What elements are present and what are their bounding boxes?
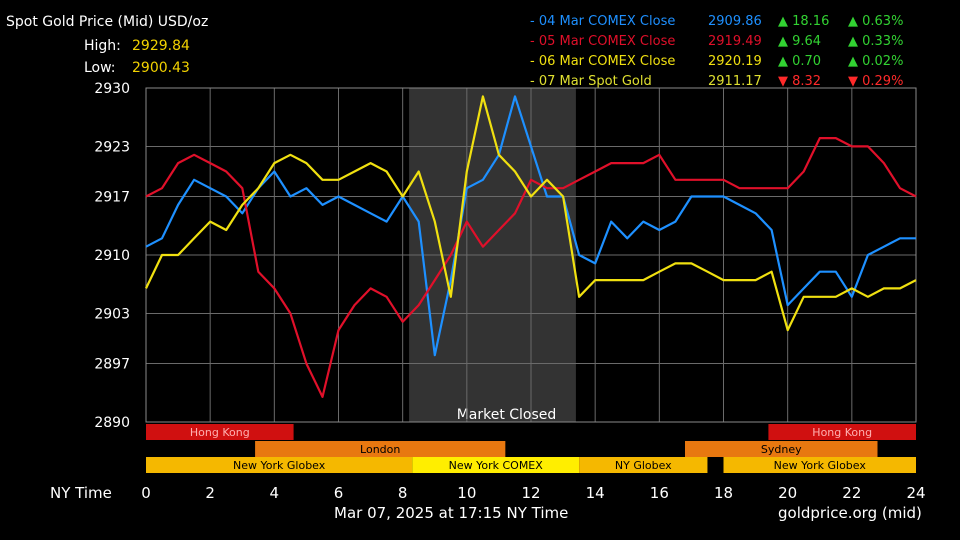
session-bar [412,457,580,473]
y-tick-label: 2897 [94,357,130,373]
legend-series-name: - 05 Mar COMEX Close [530,34,676,49]
x-axis-label: NY Time [50,484,112,502]
series-line [145,95,917,332]
session-label: Sydney [761,443,802,456]
x-tick-label: 2 [205,484,215,502]
y-tick-label: 2890 [94,415,130,431]
legend-price: 2919.49 [708,34,762,49]
legend-row: - 04 Mar COMEX Close 2909.86 ▲ 18.16 ▲ 0.63… [530,13,950,31]
session-bar [255,441,506,457]
series-line [145,95,916,357]
x-tick-label: 10 [457,484,476,502]
session-label: New York Globex [233,459,326,472]
y-tick-label: 2923 [94,139,130,155]
source-label: goldprice.org (mid) [778,504,922,522]
legend-change: ▲ 0.70 [778,54,822,69]
legend-series-name: - 07 Mar Spot Gold [530,74,652,89]
x-tick-label: 0 [141,484,151,502]
x-tick-label: 24 [906,484,925,502]
x-tick-label: 4 [270,484,280,502]
market-closed-label: Market Closed [457,407,557,423]
legend-series-name: - 06 Mar COMEX Close [530,54,676,69]
y-tick-label: 2930 [94,81,130,97]
high-value: 2929.84 [132,38,190,54]
high-label: High: [84,38,121,54]
legend-change: ▲ 18.16 [778,14,830,29]
legend-series-name: - 04 Mar COMEX Close [530,14,676,29]
session-bar [685,441,878,457]
low-value: 2900.43 [132,60,190,76]
x-tick-label: 22 [842,484,861,502]
session-label: Hong Kong [812,426,872,439]
session-bar [146,424,294,440]
x-tick-label: 8 [398,484,408,502]
plot-frame [145,87,917,423]
series-line [145,137,917,398]
y-tick-label: 2917 [94,190,130,206]
legend-change: ▲ 9.64 [778,34,822,49]
session-label: New York Globex [774,459,867,472]
y-tick-label: 2903 [94,306,130,322]
session-label: New York COMEX [449,459,544,472]
legend-price: 2909.86 [708,14,762,29]
session-bar [146,457,413,473]
session-label: London [360,443,400,456]
legend-pct: ▲ 0.02% [848,54,904,69]
legend-price: 2911.17 [708,74,762,89]
session-bar [723,457,916,473]
session-bar [768,424,916,440]
timestamp: Mar 07, 2025 at 17:15 NY Time [334,504,569,522]
legend-pct: ▲ 0.33% [848,34,904,49]
session-label: NY Globex [615,459,672,472]
y-tick-label: 2910 [94,248,130,264]
session-bar [579,457,708,473]
x-tick-label: 12 [521,484,540,502]
x-tick-label: 16 [650,484,669,502]
x-tick-label: 6 [334,484,344,502]
low-label: Low: [84,60,116,76]
legend-pct: ▲ 0.63% [848,14,904,29]
legend-row: - 06 Mar COMEX Close 2920.19 ▲ 0.70 ▲ 0.02% [530,53,950,71]
legend-price: 2920.19 [708,54,762,69]
session-label: Hong Kong [190,426,250,439]
legend-change: ▼ 8.32 [778,74,822,89]
x-tick-label: 20 [778,484,797,502]
legend-pct: ▼ 0.29% [848,74,904,89]
legend-row: - 05 Mar COMEX Close 2919.49 ▲ 9.64 ▲ 0.33% [530,33,950,51]
x-tick-label: 18 [714,484,733,502]
x-tick-label: 14 [586,484,605,502]
chart-title: Spot Gold Price (Mid) USD/oz [6,14,209,30]
legend-row: - 07 Mar Spot Gold 2911.17 ▼ 8.32 ▼ 0.29% [530,73,950,91]
